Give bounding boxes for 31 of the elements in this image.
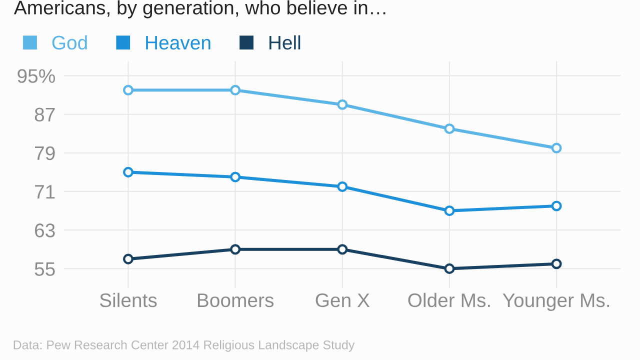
point [337,244,348,255]
y-tick-label: 55 [34,262,55,276]
point [551,142,562,154]
point [230,244,241,255]
point [337,181,348,192]
legend-label: Hell [270,35,300,50]
point [444,206,455,216]
y-tick-label: 95% [18,69,55,83]
point [444,123,455,134]
x-tick-label: Younger Ms. [502,294,610,311]
legend-label: God [52,35,87,50]
chart-title: Americans, by generation, who believe in… [14,0,386,18]
point [230,172,241,182]
y-tick-label: 71 [35,185,55,199]
point [230,84,241,96]
x-tick-label: Gen X [316,293,370,308]
x-tick-label: Boomers [198,294,274,308]
point [551,200,562,212]
y-tick-label: 87 [34,108,55,122]
point [444,263,455,274]
x-tick-label: Older Ms. [408,292,490,308]
text: Data: Pew Research Center 2014 Religious Landscape Study [14,340,355,352]
point [337,99,348,110]
point [122,254,134,264]
point [122,84,134,96]
point [551,258,562,270]
y-tick-label: 79 [35,146,55,160]
x-tick-label: Silents [100,292,157,308]
point [122,166,134,178]
legend-label: Heaven [146,36,210,50]
y-tick-label: 63 [35,224,55,238]
